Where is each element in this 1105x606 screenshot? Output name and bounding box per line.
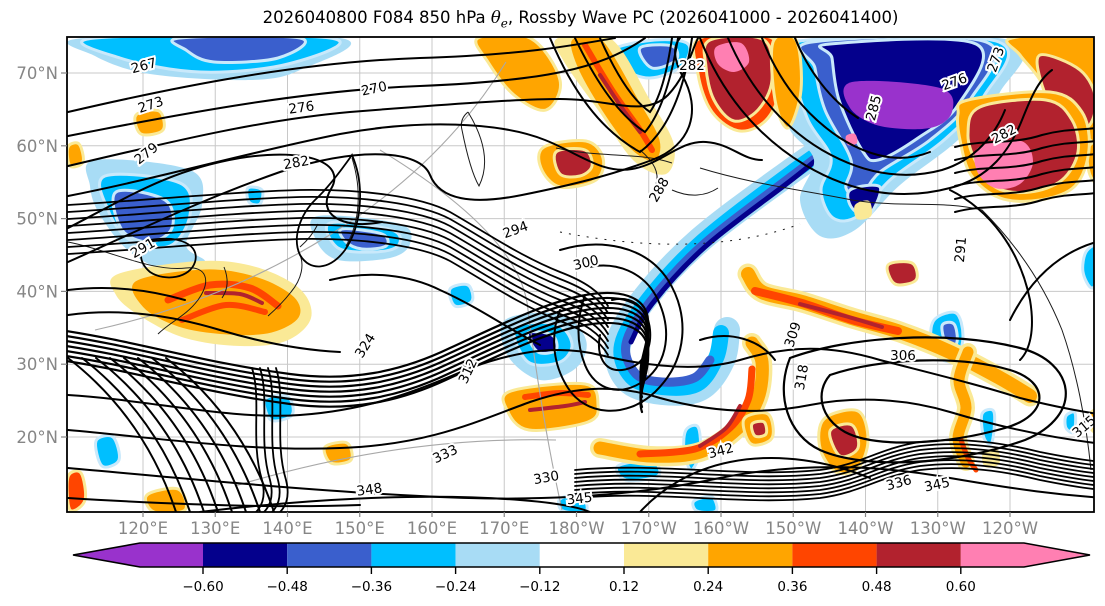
x-tick-label: 160°E	[407, 519, 457, 538]
colorbar-tick-label: −0.36	[351, 579, 392, 595]
x-tick-label: 150°E	[335, 519, 385, 538]
y-tick-label: 40°N	[16, 282, 58, 301]
colorbar-segment-2	[287, 543, 372, 567]
x-tick-label: 140°W	[837, 519, 893, 538]
y-tick-label: 30°N	[16, 355, 58, 374]
anomaly-band-41	[179, 301, 268, 323]
anomaly-patch-28	[979, 407, 997, 446]
colorbar-tick-label: −0.12	[519, 579, 560, 595]
map-frame	[66, 36, 1095, 513]
colorbar-segment-4	[455, 543, 540, 567]
colorbar-tick-label: 0.60	[946, 579, 976, 595]
anomaly-patch-9	[245, 185, 265, 207]
title-suffix: , Rossby Wave PC (2026041000 - 202604140…	[507, 8, 899, 27]
anomaly-patch-34	[447, 282, 475, 309]
anomaly-patch-82	[1087, 408, 1094, 434]
contour-label: 288	[646, 175, 673, 205]
anomaly-patch-81	[854, 200, 872, 220]
colorbar-outline	[72, 542, 1091, 568]
contour-label: 348	[356, 480, 384, 499]
anomaly-patch-23	[843, 80, 954, 130]
x-tick-label: 160°W	[693, 519, 749, 538]
anomaly-patch-73	[750, 419, 769, 439]
anomaly-patch-76	[144, 486, 188, 512]
colorbar-tick-label: −0.60	[182, 579, 223, 595]
anomaly-band-40	[164, 280, 282, 310]
anomaly-patch-33	[94, 434, 121, 469]
colorbar-segment-9	[876, 543, 961, 567]
colorbar-right-arrow	[960, 543, 1090, 567]
contour-label: 318	[792, 363, 812, 391]
y-tick-label: 60°N	[16, 137, 58, 156]
anomaly-patch-79	[322, 440, 354, 466]
colorbar-tick-label: −0.48	[267, 579, 308, 595]
x-tick-label: 150°W	[765, 519, 821, 538]
anomaly-band-12	[621, 125, 858, 387]
x-tick-label: 170°W	[621, 519, 677, 538]
contour-label: 306	[890, 348, 916, 364]
chart-title: 2026040800 F084 850 hPa θe, Rossby Wave …	[67, 8, 1094, 30]
colorbar-tick-label: −0.24	[435, 579, 476, 595]
contour-label: 336	[884, 472, 913, 494]
y-tick-label: 20°N	[16, 428, 58, 447]
contour-label: 345	[923, 475, 952, 496]
contour-label: 294	[501, 218, 531, 242]
x-tick-label: 180°W	[548, 519, 604, 538]
colorbar-tick-label: 0.12	[609, 579, 639, 595]
anomaly-band-62	[798, 302, 884, 329]
x-tick-label: 140°E	[262, 519, 312, 538]
x-tick-label: 170°E	[479, 519, 529, 538]
anomaly-patch-29	[1063, 410, 1078, 435]
x-tick-label: 120°W	[982, 519, 1038, 538]
colorbar-left-arrow	[73, 543, 203, 567]
anomaly-band-70	[952, 346, 974, 468]
anomaly-patch-78	[133, 108, 166, 137]
y-tick-label: 70°N	[16, 64, 58, 83]
anomaly-patch-63	[885, 260, 919, 287]
anomaly-patch-2	[170, 37, 307, 64]
title-theta-symbol: θ	[490, 8, 501, 27]
title-prefix: 2026040800 F084 850 hPa	[262, 8, 491, 27]
x-tick-label: 130°W	[910, 519, 966, 538]
contour-label: 282	[282, 153, 310, 173]
colorbar-segment-3	[371, 543, 456, 567]
anomaly-band-46	[598, 73, 642, 134]
colorbar-segment-5	[539, 543, 624, 567]
x-tick-label: 120°E	[118, 519, 168, 538]
contour-label: 324	[352, 331, 379, 361]
contour-label: 282	[679, 58, 705, 74]
anomaly-patch-49	[552, 147, 594, 179]
contour-label: 333	[430, 442, 460, 467]
colorbar-segment-6	[624, 543, 709, 567]
contour-label: 309	[782, 320, 805, 349]
colorbar-tick-label: 0.48	[862, 579, 892, 595]
contour-label: 345	[566, 490, 593, 509]
colorbar-segment-8	[792, 543, 877, 567]
contour-lines	[67, 37, 1094, 512]
anomaly-patch-75	[828, 422, 861, 459]
x-tick-label: 130°E	[190, 519, 240, 538]
colorbar-segment-7	[708, 543, 793, 567]
contour-label: 300	[572, 252, 601, 274]
axis-tick-labels: 120°E 130°E 140°E 150°E 160°E 170°E 180°W 170°W…	[16, 64, 1038, 538]
colorbar-tick-label: 0.36	[777, 579, 807, 595]
colorbar: −0.60 −0.48 −0.36 −0.24 −0.12 0.12 0.24 0.36 0.4…	[72, 542, 1091, 595]
anomaly-patch-36	[691, 495, 719, 512]
y-tick-label: 50°N	[16, 210, 58, 229]
anomaly-patch-77	[67, 469, 88, 512]
anomaly-band-65	[636, 365, 756, 458]
title-theta-subscript: e	[500, 16, 508, 31]
colorbar-tick-label: 0.24	[693, 579, 723, 595]
contour-label: 276	[288, 98, 316, 117]
anomaly-patch-47	[474, 37, 562, 112]
anomaly-patch-30	[1081, 243, 1094, 290]
contour-label: 291	[952, 236, 970, 263]
contour-label: 270	[360, 79, 389, 100]
colorbar-segment-1	[203, 543, 288, 567]
